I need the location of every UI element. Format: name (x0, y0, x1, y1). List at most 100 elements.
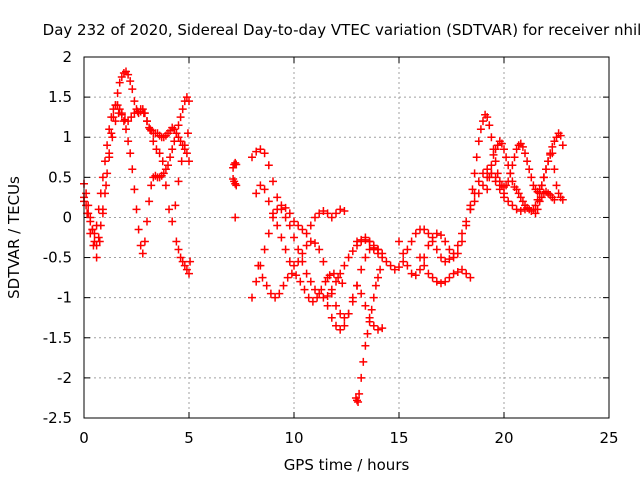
data-point (437, 279, 445, 288)
data-point (500, 193, 508, 202)
data-point (470, 197, 479, 206)
data-point (504, 161, 513, 170)
data-point (500, 145, 508, 154)
data-point (378, 253, 387, 262)
data-point (161, 181, 170, 190)
data-point (556, 131, 565, 140)
data-point (338, 279, 347, 288)
y-axis-label: SDTVAR / TECUs (5, 176, 23, 299)
data-point (361, 233, 370, 242)
y-tick-label: -1.5 (43, 329, 72, 347)
data-point (136, 105, 145, 114)
data-point (428, 233, 437, 242)
data-point (332, 301, 340, 310)
data-point (281, 245, 290, 254)
data-point (264, 229, 273, 238)
data-point (145, 197, 154, 206)
data-point (504, 197, 513, 206)
data-point (260, 245, 269, 254)
data-point (147, 181, 156, 190)
data-point (174, 133, 183, 142)
data-point (493, 169, 502, 178)
data-point (294, 257, 303, 266)
data-point (365, 237, 374, 246)
series-arc-q (531, 187, 559, 218)
data-point (550, 165, 559, 174)
data-point (485, 121, 494, 130)
data-point (325, 271, 334, 280)
series-arc-k (351, 265, 385, 406)
data-point (537, 181, 546, 190)
data-point (256, 145, 265, 154)
data-point (248, 293, 256, 302)
data-point (353, 281, 361, 290)
data-point (453, 267, 462, 276)
series-arc-n (416, 253, 475, 288)
data-point (357, 289, 366, 298)
data-point (470, 169, 479, 178)
data-point (273, 221, 282, 230)
data-point (518, 142, 527, 151)
data-point (470, 189, 479, 198)
data-point (468, 185, 477, 194)
data-point (264, 161, 273, 170)
data-point (89, 241, 98, 250)
series-arc-c (80, 105, 192, 262)
data-point (399, 249, 408, 258)
data-point (514, 189, 523, 198)
data-point (294, 221, 303, 230)
y-tick-label: -1 (57, 289, 72, 307)
data-point (395, 237, 403, 246)
data-point (166, 153, 175, 162)
data-point (354, 397, 363, 406)
data-point (407, 237, 416, 246)
data-point (266, 289, 275, 298)
data-point (424, 229, 433, 238)
data-point (527, 173, 536, 182)
data-point (336, 309, 345, 318)
data-point (525, 165, 534, 174)
data-point (88, 225, 97, 234)
data-point (264, 197, 273, 206)
data-point (508, 177, 517, 186)
data-point (136, 241, 145, 250)
data-point (483, 113, 492, 122)
data-point (374, 325, 382, 334)
x-tick-label: 10 (284, 429, 303, 447)
data-point (127, 113, 136, 122)
data-point (180, 141, 189, 150)
data-point (302, 241, 311, 250)
data-point (474, 177, 483, 186)
plot-frame (83, 56, 610, 419)
data-point (279, 281, 288, 290)
data-point (182, 265, 191, 274)
data-point (252, 147, 261, 156)
data-point (170, 137, 179, 146)
data-point (108, 133, 117, 142)
data-point (185, 157, 193, 166)
data-point (369, 293, 378, 302)
data-point (323, 301, 332, 310)
data-point (177, 157, 186, 166)
data-point (323, 292, 332, 301)
data-point (258, 273, 267, 282)
x-tick-label: 15 (389, 429, 408, 447)
data-point (361, 301, 370, 310)
data-point (558, 141, 567, 150)
data-point (113, 101, 122, 110)
data-point (115, 105, 124, 114)
data-point (533, 205, 542, 214)
data-point (363, 329, 372, 338)
series-arc-j (323, 281, 387, 334)
data-point (462, 221, 471, 230)
data-point (489, 150, 498, 159)
data-point (285, 221, 294, 230)
data-point (313, 293, 322, 302)
data-point (281, 203, 290, 212)
data-point (424, 241, 433, 250)
data-point (327, 213, 336, 222)
data-point (122, 125, 130, 134)
data-point (155, 149, 164, 158)
data-point (302, 269, 311, 278)
data-point (165, 205, 174, 214)
